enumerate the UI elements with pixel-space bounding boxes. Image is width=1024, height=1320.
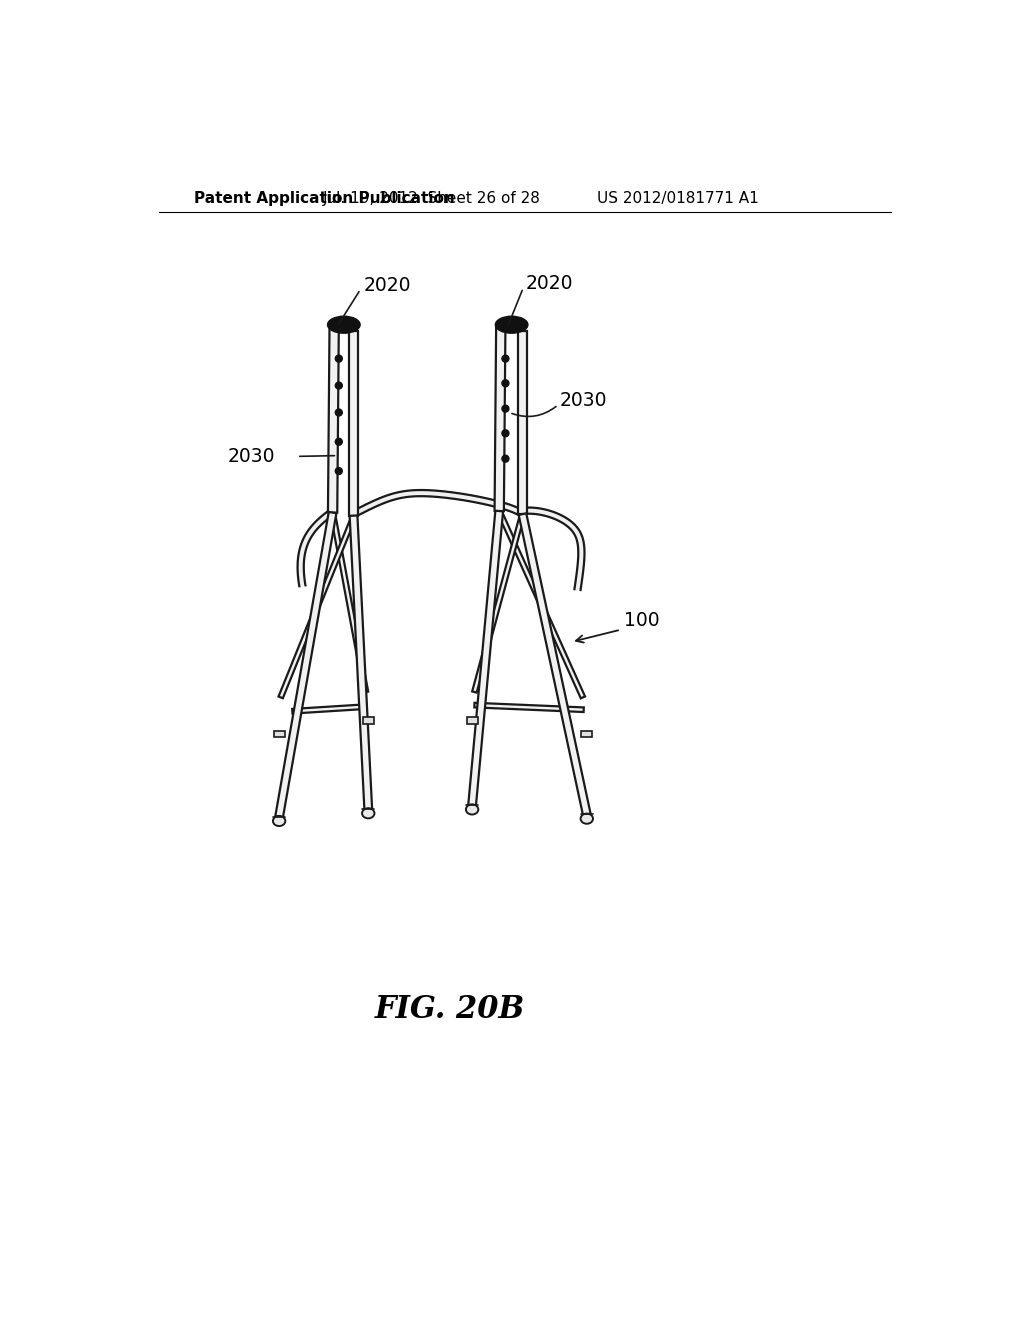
Polygon shape	[275, 512, 337, 817]
Polygon shape	[279, 516, 355, 698]
Text: Jul. 19, 2012  Sheet 26 of 28: Jul. 19, 2012 Sheet 26 of 28	[323, 191, 541, 206]
Bar	[362, 718, 374, 723]
Circle shape	[502, 430, 509, 437]
Circle shape	[335, 381, 342, 389]
Polygon shape	[495, 327, 506, 511]
Text: 2020: 2020	[525, 275, 573, 293]
Text: 2020: 2020	[364, 276, 411, 294]
Circle shape	[502, 355, 509, 362]
Text: 2030: 2030	[560, 392, 607, 411]
Text: US 2012/0181771 A1: US 2012/0181771 A1	[597, 191, 759, 206]
Circle shape	[335, 409, 342, 416]
Circle shape	[335, 355, 342, 362]
Polygon shape	[328, 327, 339, 512]
Polygon shape	[349, 331, 358, 516]
Circle shape	[502, 380, 509, 387]
Circle shape	[335, 438, 342, 445]
Polygon shape	[474, 702, 584, 711]
Circle shape	[335, 467, 342, 474]
Text: 100: 100	[624, 611, 659, 630]
Ellipse shape	[466, 804, 478, 814]
Polygon shape	[518, 331, 527, 515]
Text: FIG. 20B: FIG. 20B	[375, 994, 524, 1024]
Circle shape	[502, 405, 509, 412]
Polygon shape	[522, 508, 585, 590]
Ellipse shape	[496, 317, 528, 333]
Polygon shape	[349, 516, 372, 809]
Ellipse shape	[581, 813, 593, 824]
Bar	[467, 718, 477, 723]
Polygon shape	[292, 705, 366, 714]
Polygon shape	[352, 490, 524, 517]
Polygon shape	[472, 513, 524, 693]
Bar	[273, 731, 285, 738]
Ellipse shape	[362, 808, 375, 818]
Bar	[582, 731, 592, 738]
Polygon shape	[331, 512, 369, 693]
Ellipse shape	[273, 816, 286, 826]
Text: 2030: 2030	[227, 447, 274, 466]
Ellipse shape	[328, 317, 360, 333]
Text: Patent Application Publication: Patent Application Publication	[194, 191, 455, 206]
Polygon shape	[468, 511, 503, 805]
Polygon shape	[497, 510, 585, 698]
Circle shape	[502, 455, 509, 462]
Polygon shape	[298, 508, 335, 586]
Polygon shape	[519, 513, 591, 816]
